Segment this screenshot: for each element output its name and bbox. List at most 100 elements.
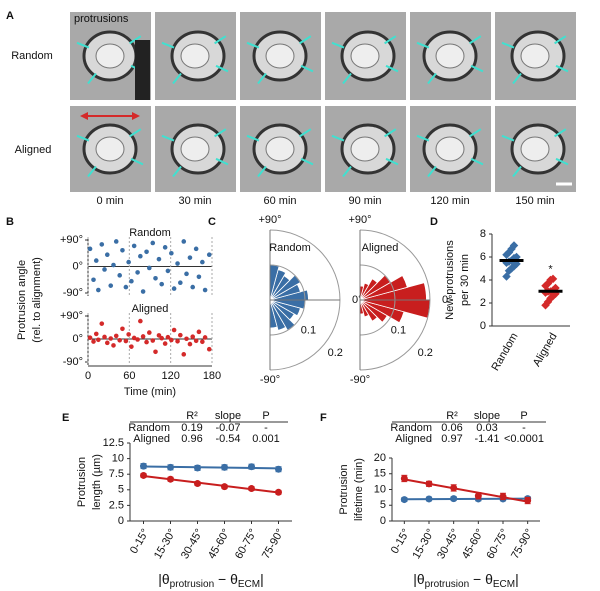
protrusion-marker: [470, 64, 484, 73]
nucleus: [435, 136, 465, 162]
y-tick-label: 5: [380, 499, 386, 511]
fit-line: [404, 478, 528, 503]
y-axis-label: New protrusions: [444, 240, 456, 320]
point: [91, 277, 96, 283]
point: [200, 339, 205, 345]
point: [194, 464, 201, 472]
protrusion-marker: [554, 35, 567, 45]
wedge: [359, 282, 370, 301]
point: [221, 463, 228, 471]
protrusion-marker: [246, 134, 260, 142]
panel-label: B: [6, 216, 14, 228]
y-axis-label: length (µm): [91, 454, 103, 510]
x-axis-label-part: protrusion: [170, 579, 214, 590]
angle-label: +90°: [258, 214, 281, 226]
time-label: 30 min: [178, 195, 211, 207]
point: [165, 268, 171, 274]
protrusion-marker: [246, 41, 260, 49]
point: [104, 252, 110, 258]
protrusion-marker: [331, 41, 345, 49]
table-cell: 0.06: [441, 422, 462, 434]
point: [108, 336, 114, 341]
legend-entry: Aligned: [395, 433, 432, 445]
table-cell: 0.19: [181, 422, 202, 434]
point: [108, 283, 114, 288]
legend-entry: Random: [390, 422, 432, 434]
protrusion-marker: [416, 134, 430, 142]
protrusion-marker: [257, 72, 267, 85]
point: [194, 480, 201, 488]
point: [196, 274, 202, 280]
y-tick-label: 0: [118, 515, 124, 527]
protrusion-marker: [87, 72, 97, 85]
point: [138, 253, 143, 259]
point: [99, 321, 105, 326]
x-axis-label-part: − θ: [469, 571, 493, 587]
wedge: [359, 278, 378, 301]
point: [196, 329, 202, 335]
point: [140, 462, 147, 470]
protrusion-marker: [76, 41, 90, 49]
y-tick-label: +90°: [60, 310, 83, 322]
point: [156, 333, 162, 338]
point: [102, 267, 107, 272]
protrusion-marker: [384, 128, 397, 138]
point: [248, 463, 255, 471]
x-tick-label: Random: [489, 331, 520, 373]
point: [175, 339, 180, 344]
point: [135, 270, 140, 275]
fit-line: [143, 465, 279, 470]
panel-label: E: [62, 412, 69, 424]
x-tick-label: 75-90°: [509, 527, 536, 561]
y-tick-label: 8: [480, 228, 486, 240]
y-axis-label: Protrusion angle: [16, 260, 28, 340]
nucleus: [520, 43, 550, 69]
table-cell: 0.96: [181, 433, 202, 445]
wedge: [359, 274, 408, 301]
protrusion-marker: [214, 128, 227, 138]
point: [153, 349, 158, 355]
point: [169, 250, 174, 256]
y-tick-label: 10: [374, 483, 386, 495]
protrusion-marker: [469, 128, 482, 138]
table-cell: <0.0001: [504, 433, 544, 445]
time-label: 120 min: [430, 195, 469, 207]
point: [275, 465, 282, 473]
point: [96, 337, 101, 343]
point: [140, 471, 147, 479]
protrusion-marker: [172, 165, 182, 178]
series-title: Random: [129, 227, 171, 239]
protrusion-marker: [427, 165, 437, 178]
r-tick-label: 0.2: [328, 347, 343, 359]
point: [178, 280, 183, 285]
row-label: Random: [11, 50, 53, 62]
table-cell: -1.41: [474, 433, 499, 445]
point: [126, 332, 131, 337]
point: [221, 483, 228, 491]
point: [147, 265, 152, 271]
protrusion-marker: [76, 134, 90, 142]
point: [150, 240, 156, 246]
x-tick-label: 180: [203, 370, 221, 382]
protrusion-marker: [215, 157, 229, 166]
point: [206, 252, 212, 258]
y-tick-label: 6: [480, 251, 486, 263]
nucleus: [265, 43, 295, 69]
point: [193, 338, 199, 344]
point: [425, 480, 433, 488]
protrusion-marker: [385, 157, 399, 166]
point: [202, 287, 208, 293]
point: [200, 259, 205, 265]
point: [450, 495, 458, 503]
r-tick-label: 0.1: [301, 324, 316, 336]
protrusion-marker: [554, 128, 567, 138]
point: [144, 249, 149, 255]
y-tick-label: -90°: [63, 356, 83, 368]
point: [117, 273, 122, 278]
point: [111, 343, 116, 348]
point: [171, 286, 177, 291]
x-tick-label: 45-60°: [206, 527, 233, 561]
angle-label: -90°: [350, 374, 370, 386]
point: [193, 246, 199, 252]
point: [162, 341, 168, 346]
